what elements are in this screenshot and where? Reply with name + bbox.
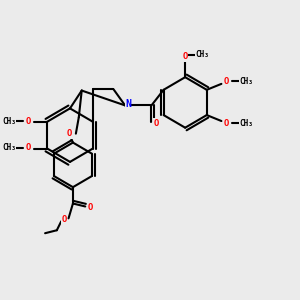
Text: O: O (61, 215, 67, 224)
Text: O: O (26, 143, 32, 152)
Text: N: N (125, 99, 131, 109)
Text: O: O (224, 119, 230, 128)
Text: O: O (224, 77, 230, 86)
Text: O: O (87, 203, 93, 212)
Text: O: O (26, 117, 32, 126)
Text: CH₃: CH₃ (2, 143, 16, 152)
Text: CH₃: CH₃ (239, 77, 253, 86)
Text: CH₃: CH₃ (196, 50, 210, 59)
Text: O: O (153, 119, 158, 128)
Text: CH₃: CH₃ (2, 117, 16, 126)
Text: CH₃: CH₃ (239, 119, 253, 128)
Text: O: O (182, 52, 188, 62)
Text: O: O (67, 129, 72, 138)
